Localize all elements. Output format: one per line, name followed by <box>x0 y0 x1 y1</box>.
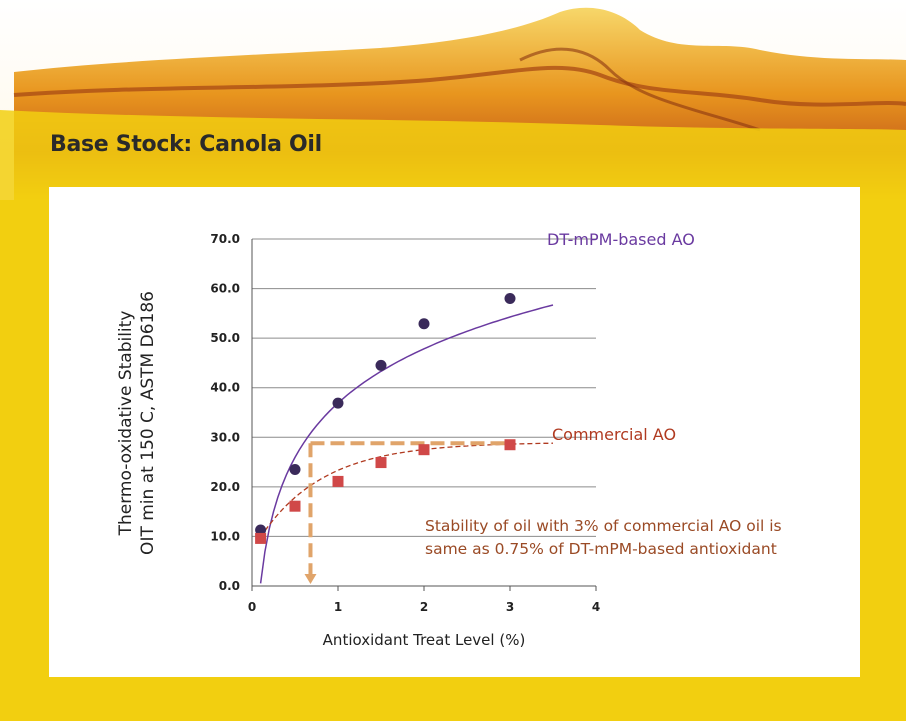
y-tick-label: 40.0 <box>210 381 240 395</box>
data-markers <box>255 292 516 544</box>
dt-mpm-point <box>504 292 516 304</box>
x-tick-label: 1 <box>334 600 342 614</box>
x-tick-label: 2 <box>420 600 428 614</box>
y-tick-label: 30.0 <box>210 430 240 444</box>
commercial-ao-point <box>255 532 267 544</box>
dt-mpm-point <box>418 318 430 330</box>
y-tick-label: 10.0 <box>210 529 240 543</box>
commercial-ao-series-label: Commercial AO <box>552 425 676 444</box>
x-tick-label: 3 <box>506 600 514 614</box>
annotation-text-line: Stability of oil with 3% of commercial A… <box>425 517 782 535</box>
annotation-text-line: same as 0.75% of DT-mPM-based antioxidan… <box>425 540 777 558</box>
dt-mpm-trendline <box>259 304 554 584</box>
x-axis-label: Antioxidant Treat Level (%) <box>323 631 526 649</box>
x-tick-label: 0 <box>248 600 256 614</box>
gridlines <box>252 238 596 537</box>
chart: 0.0 10.0 20.0 30.0 40.0 50.0 60.0 70.0 0 1 2 3 4 Anti… <box>116 230 782 649</box>
commercial-ao-point <box>504 439 516 451</box>
y-tick-label: 50.0 <box>210 331 240 345</box>
dt-mpm-point <box>375 359 387 371</box>
y-tick-label: 70.0 <box>210 232 240 246</box>
dt-mpm-series-label: DT-mPM-based AO <box>547 230 695 249</box>
y-axis-label: OIT min at 150 C, ASTM D6186 <box>138 291 158 555</box>
axes <box>251 239 597 591</box>
y-axis-label: Thermo-oxidative Stability <box>116 311 136 537</box>
commercial-ao-point <box>289 500 301 512</box>
chart-panel: 0.0 10.0 20.0 30.0 40.0 50.0 60.0 70.0 0 1 2 3 4 Anti… <box>49 187 860 677</box>
commercial-ao-point <box>418 444 430 456</box>
y-tick-label: 60.0 <box>210 282 240 296</box>
y-tick-label: 20.0 <box>210 480 240 494</box>
oil-wave-image <box>0 0 906 200</box>
dt-mpm-point <box>332 397 344 409</box>
commercial-ao-point <box>375 457 387 469</box>
y-tick-label: 0.0 <box>219 579 240 593</box>
chart-text: 0.0 10.0 20.0 30.0 40.0 50.0 60.0 70.0 0 1 2 3 4 Anti… <box>116 230 782 649</box>
dt-mpm-point <box>289 464 301 476</box>
page-title: Base Stock: Canola Oil <box>50 132 322 157</box>
annotation-arrowhead <box>304 574 317 584</box>
commercial-ao-point <box>332 475 344 487</box>
annotation-guides <box>304 441 510 584</box>
x-tick-label: 4 <box>592 600 600 614</box>
dt-mpm-point <box>255 524 267 536</box>
